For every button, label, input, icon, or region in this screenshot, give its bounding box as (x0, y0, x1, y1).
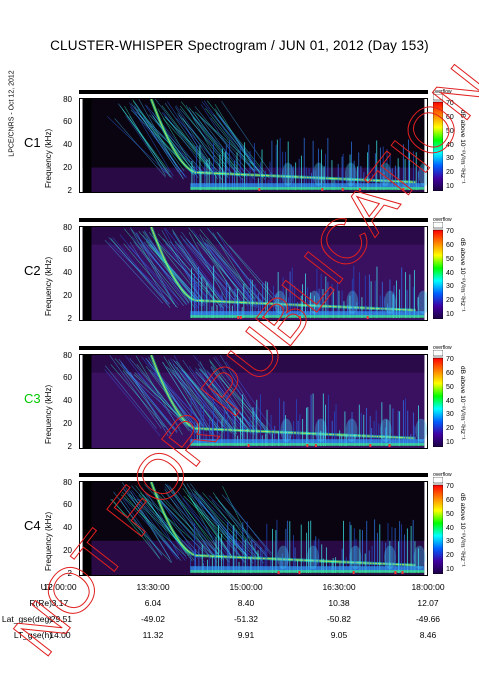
ephemeris-value: -49.66 (415, 614, 441, 624)
ephemeris-value: 3.17 (51, 598, 69, 608)
y-tick-label: 40 (63, 140, 72, 149)
colorbar (433, 222, 443, 319)
ephemeris-value: 11.32 (142, 630, 164, 640)
colorbar-tick-label: 50 (446, 510, 454, 518)
ephemeris-row-label: LT_gse(h) (13, 630, 52, 640)
colorbar-tick-label: 40 (446, 524, 454, 532)
ephemeris-value: 18:00:00 (411, 582, 445, 592)
y-tick-label: 2 (67, 569, 72, 578)
colorbar-tick-label: 60 (446, 369, 454, 377)
panel-label-c4: C4 (24, 518, 41, 533)
ephemeris-row-label: R(Re) (29, 598, 52, 608)
y-tick-label: 80 (63, 95, 72, 104)
y-tick-label: 2 (67, 314, 72, 323)
y-tick-label: 40 (63, 396, 72, 405)
colorbar-tick-label: 10 (446, 439, 454, 446)
panel-label-c2: C2 (24, 263, 41, 278)
y-tick-label: 20 (63, 291, 72, 300)
y-tick-label: 60 (63, 117, 72, 126)
ephemeris-value: -50.82 (326, 614, 352, 624)
spectrogram-c4 (79, 481, 428, 576)
colorbar-tick-label: 20 (446, 297, 454, 305)
time-coverage-bar (79, 346, 428, 350)
y-tick-label: 20 (63, 546, 72, 555)
colorbar (433, 477, 443, 574)
ephemeris-value: -49.02 (140, 614, 166, 624)
y-tick-label: 2 (67, 442, 72, 451)
colorbar-tick-label: 10 (446, 311, 454, 318)
time-coverage-bar (79, 90, 428, 94)
y-tick-label: 60 (63, 373, 72, 382)
ephemeris-value: 14.00 (49, 630, 71, 640)
y-tick-label: 40 (63, 523, 72, 532)
spectrogram-c1 (79, 98, 428, 193)
y-tick-label: 80 (63, 478, 72, 487)
ephemeris-value: 12:00:00 (43, 582, 77, 592)
ephemeris-row-label: Lat_gse(deg) (1, 614, 52, 624)
colorbar-tick-label: 10 (446, 566, 454, 573)
colorbar-tick-label: 60 (446, 241, 454, 249)
ephemeris-value: 6.04 (144, 598, 162, 608)
ephemeris-value: 12.07 (417, 598, 439, 608)
colorbar-overflow-label: overflow (433, 217, 452, 223)
ephemeris-value: 13:30:00 (136, 582, 170, 592)
spectrogram-c3 (79, 354, 428, 449)
colorbar-tick-label: 50 (446, 127, 454, 135)
colorbar-tick-label: 60 (446, 496, 454, 504)
ephemeris-value: -29.51 (47, 614, 73, 624)
time-coverage-bar (79, 218, 428, 222)
colorbar-tick-label: 10 (446, 183, 454, 190)
colorbar-tick-label: 40 (446, 141, 454, 149)
colorbar-tick-label: 30 (446, 283, 454, 291)
colorbar-tick-label: 70 (446, 483, 454, 490)
colorbar-tick-label: 50 (446, 255, 454, 263)
spectrogram-c2 (79, 226, 428, 321)
time-coverage-bar (79, 473, 428, 477)
colorbar-tick-label: 70 (446, 100, 454, 107)
ephemeris-value: 16:30:00 (322, 582, 356, 592)
y-tick-label: 20 (63, 419, 72, 428)
y-tick-label: 80 (63, 223, 72, 232)
colorbar-tick-label: 30 (446, 538, 454, 546)
y-tick-label: 40 (63, 268, 72, 277)
colorbar-overflow-label: overflow (433, 89, 452, 95)
colorbar-overflow-label: overflow (433, 472, 452, 478)
y-tick-label: 60 (63, 500, 72, 509)
colorbar-tick-label: 40 (446, 397, 454, 405)
colorbar (433, 94, 443, 191)
ephemeris-value: 9.91 (237, 630, 255, 640)
y-tick-label: 80 (63, 351, 72, 360)
y-tick-label: 60 (63, 245, 72, 254)
ephemeris-row-label: UT (40, 582, 52, 592)
y-tick-label: 2 (67, 186, 72, 195)
colorbar-tick-label: 40 (446, 269, 454, 277)
colorbar-tick-label: 30 (446, 155, 454, 163)
colorbar-tick-label: 70 (446, 356, 454, 363)
ephemeris-value: 15:00:00 (229, 582, 263, 592)
ephemeris-value: 9.05 (330, 630, 348, 640)
y-tick-label: 20 (63, 163, 72, 172)
colorbar-tick-label: 50 (446, 383, 454, 391)
ephemeris-value: 8.46 (419, 630, 437, 640)
colorbar-tick-label: 20 (446, 552, 454, 560)
ephemeris-value: 8.40 (237, 598, 255, 608)
watermark-text: NOT FOR PUBLICATION (0, 52, 479, 669)
panel-label-c3: C3 (24, 391, 41, 406)
ephemeris-value: 10.38 (328, 598, 350, 608)
colorbar-overflow-label: overflow (433, 345, 452, 351)
panel-label-c1: C1 (24, 135, 41, 150)
colorbar-tick-label: 70 (446, 228, 454, 235)
colorbar (433, 350, 443, 447)
colorbar-tick-label: 30 (446, 411, 454, 419)
colorbar-tick-label: 20 (446, 169, 454, 177)
ephemeris-value: -51.32 (233, 614, 259, 624)
colorbar-tick-label: 60 (446, 113, 454, 121)
colorbar-tick-label: 20 (446, 425, 454, 433)
page-title: CLUSTER-WHISPER Spectrogram / JUN 01, 20… (50, 38, 429, 53)
